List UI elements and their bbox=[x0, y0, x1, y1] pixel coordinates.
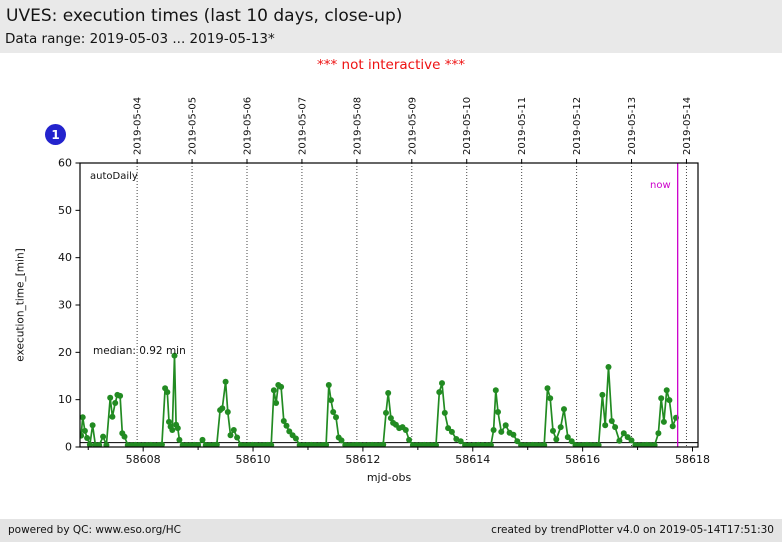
svg-text:2019-05-09: 2019-05-09 bbox=[407, 97, 418, 155]
svg-text:2019-05-11: 2019-05-11 bbox=[517, 97, 528, 155]
svg-text:autoDaily: autoDaily bbox=[90, 171, 138, 182]
svg-text:50: 50 bbox=[58, 204, 72, 217]
svg-text:2019-05-07: 2019-05-07 bbox=[297, 97, 308, 155]
svg-text:40: 40 bbox=[58, 251, 72, 264]
svg-text:58608: 58608 bbox=[126, 453, 161, 466]
chart-svg: 2019-05-04 2019-05-05 2019-05-06 2019-05-07… bbox=[15, 97, 711, 484]
trend-chart: 2019-05-04 2019-05-05 2019-05-06 2019-05-07… bbox=[0, 75, 782, 505]
svg-text:2019-05-12: 2019-05-12 bbox=[572, 97, 583, 155]
svg-text:58618: 58618 bbox=[675, 453, 710, 466]
page-title: UVES: execution times (last 10 days, clo… bbox=[6, 6, 403, 26]
footer-powered-by: powered by QC: www.eso.org/HC bbox=[8, 524, 182, 536]
svg-text:now: now bbox=[650, 180, 671, 191]
svg-text:2019-05-05: 2019-05-05 bbox=[188, 97, 199, 155]
svg-text:30: 30 bbox=[58, 299, 72, 312]
svg-text:60: 60 bbox=[58, 157, 72, 170]
data-range-subtitle: Data range: 2019-05-03 ... 2019-05-13* bbox=[5, 31, 275, 47]
plot-index-badge[interactable]: 1 bbox=[45, 124, 66, 145]
svg-text:median: 0.92 min: median: 0.92 min bbox=[93, 345, 186, 357]
not-interactive-notice: *** not interactive *** bbox=[317, 57, 465, 73]
header-band: UVES: execution times (last 10 days, clo… bbox=[0, 0, 782, 53]
svg-text:2019-05-14: 2019-05-14 bbox=[682, 97, 693, 155]
svg-text:58610: 58610 bbox=[236, 453, 271, 466]
svg-text:2019-05-04: 2019-05-04 bbox=[133, 97, 144, 155]
svg-text:2019-05-06: 2019-05-06 bbox=[242, 97, 253, 155]
svg-text:58616: 58616 bbox=[565, 453, 600, 466]
svg-text:58612: 58612 bbox=[345, 453, 380, 466]
svg-text:2019-05-08: 2019-05-08 bbox=[352, 97, 363, 155]
svg-text:2019-05-10: 2019-05-10 bbox=[462, 97, 473, 155]
svg-text:mjd-obs: mjd-obs bbox=[367, 471, 412, 484]
svg-text:10: 10 bbox=[58, 393, 72, 406]
svg-text:execution_time_[min]: execution_time_[min] bbox=[15, 248, 27, 361]
svg-text:20: 20 bbox=[58, 346, 72, 359]
footer-created-by: created by trendPlotter v4.0 on 2019-05-… bbox=[491, 524, 774, 536]
svg-text:58614: 58614 bbox=[455, 453, 490, 466]
svg-text:2019-05-13: 2019-05-13 bbox=[627, 97, 638, 155]
footer-band: powered by QC: www.eso.org/HC created by… bbox=[0, 519, 782, 542]
svg-text:0: 0 bbox=[65, 441, 72, 454]
